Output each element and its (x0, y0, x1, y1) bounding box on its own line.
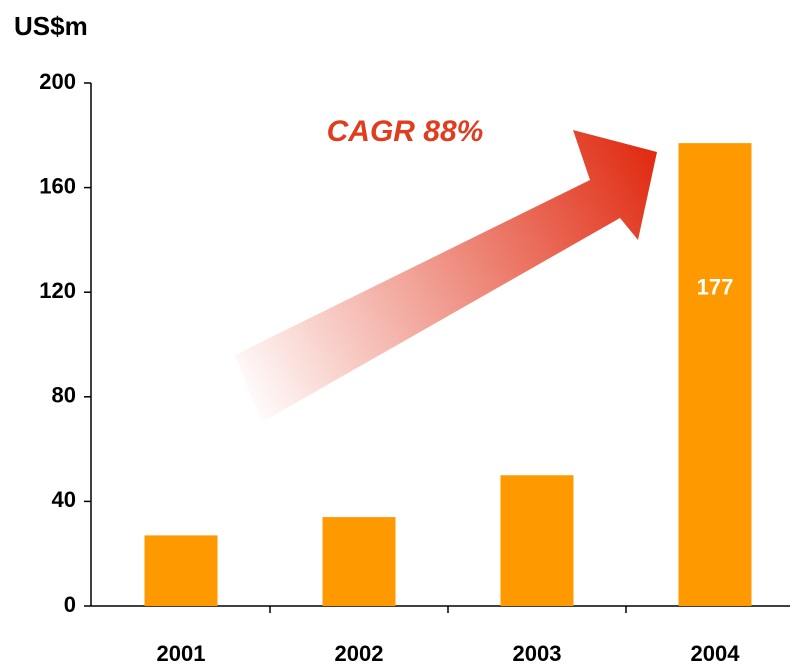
bar (678, 143, 752, 606)
bar (322, 517, 396, 606)
y-tick-label: 80 (52, 383, 76, 408)
bar (144, 535, 218, 606)
annotation: CAGR 88% (327, 115, 484, 148)
x-tick-label: 2001 (157, 641, 206, 666)
x-tick-label: 2002 (335, 641, 384, 666)
y-tick-label: 40 (52, 487, 76, 512)
y-tick-label: 120 (39, 278, 76, 303)
x-tick-label: 2003 (513, 641, 562, 666)
y-tick-label: 0 (64, 592, 76, 617)
y-tick-label: 160 (39, 173, 76, 198)
chart-title: US$m (14, 11, 88, 41)
x-tick-label: 2004 (691, 641, 741, 666)
arrow (235, 130, 657, 422)
value-label: 177 (697, 274, 734, 299)
y-tick-label: 200 (39, 69, 76, 94)
bar (500, 475, 574, 606)
